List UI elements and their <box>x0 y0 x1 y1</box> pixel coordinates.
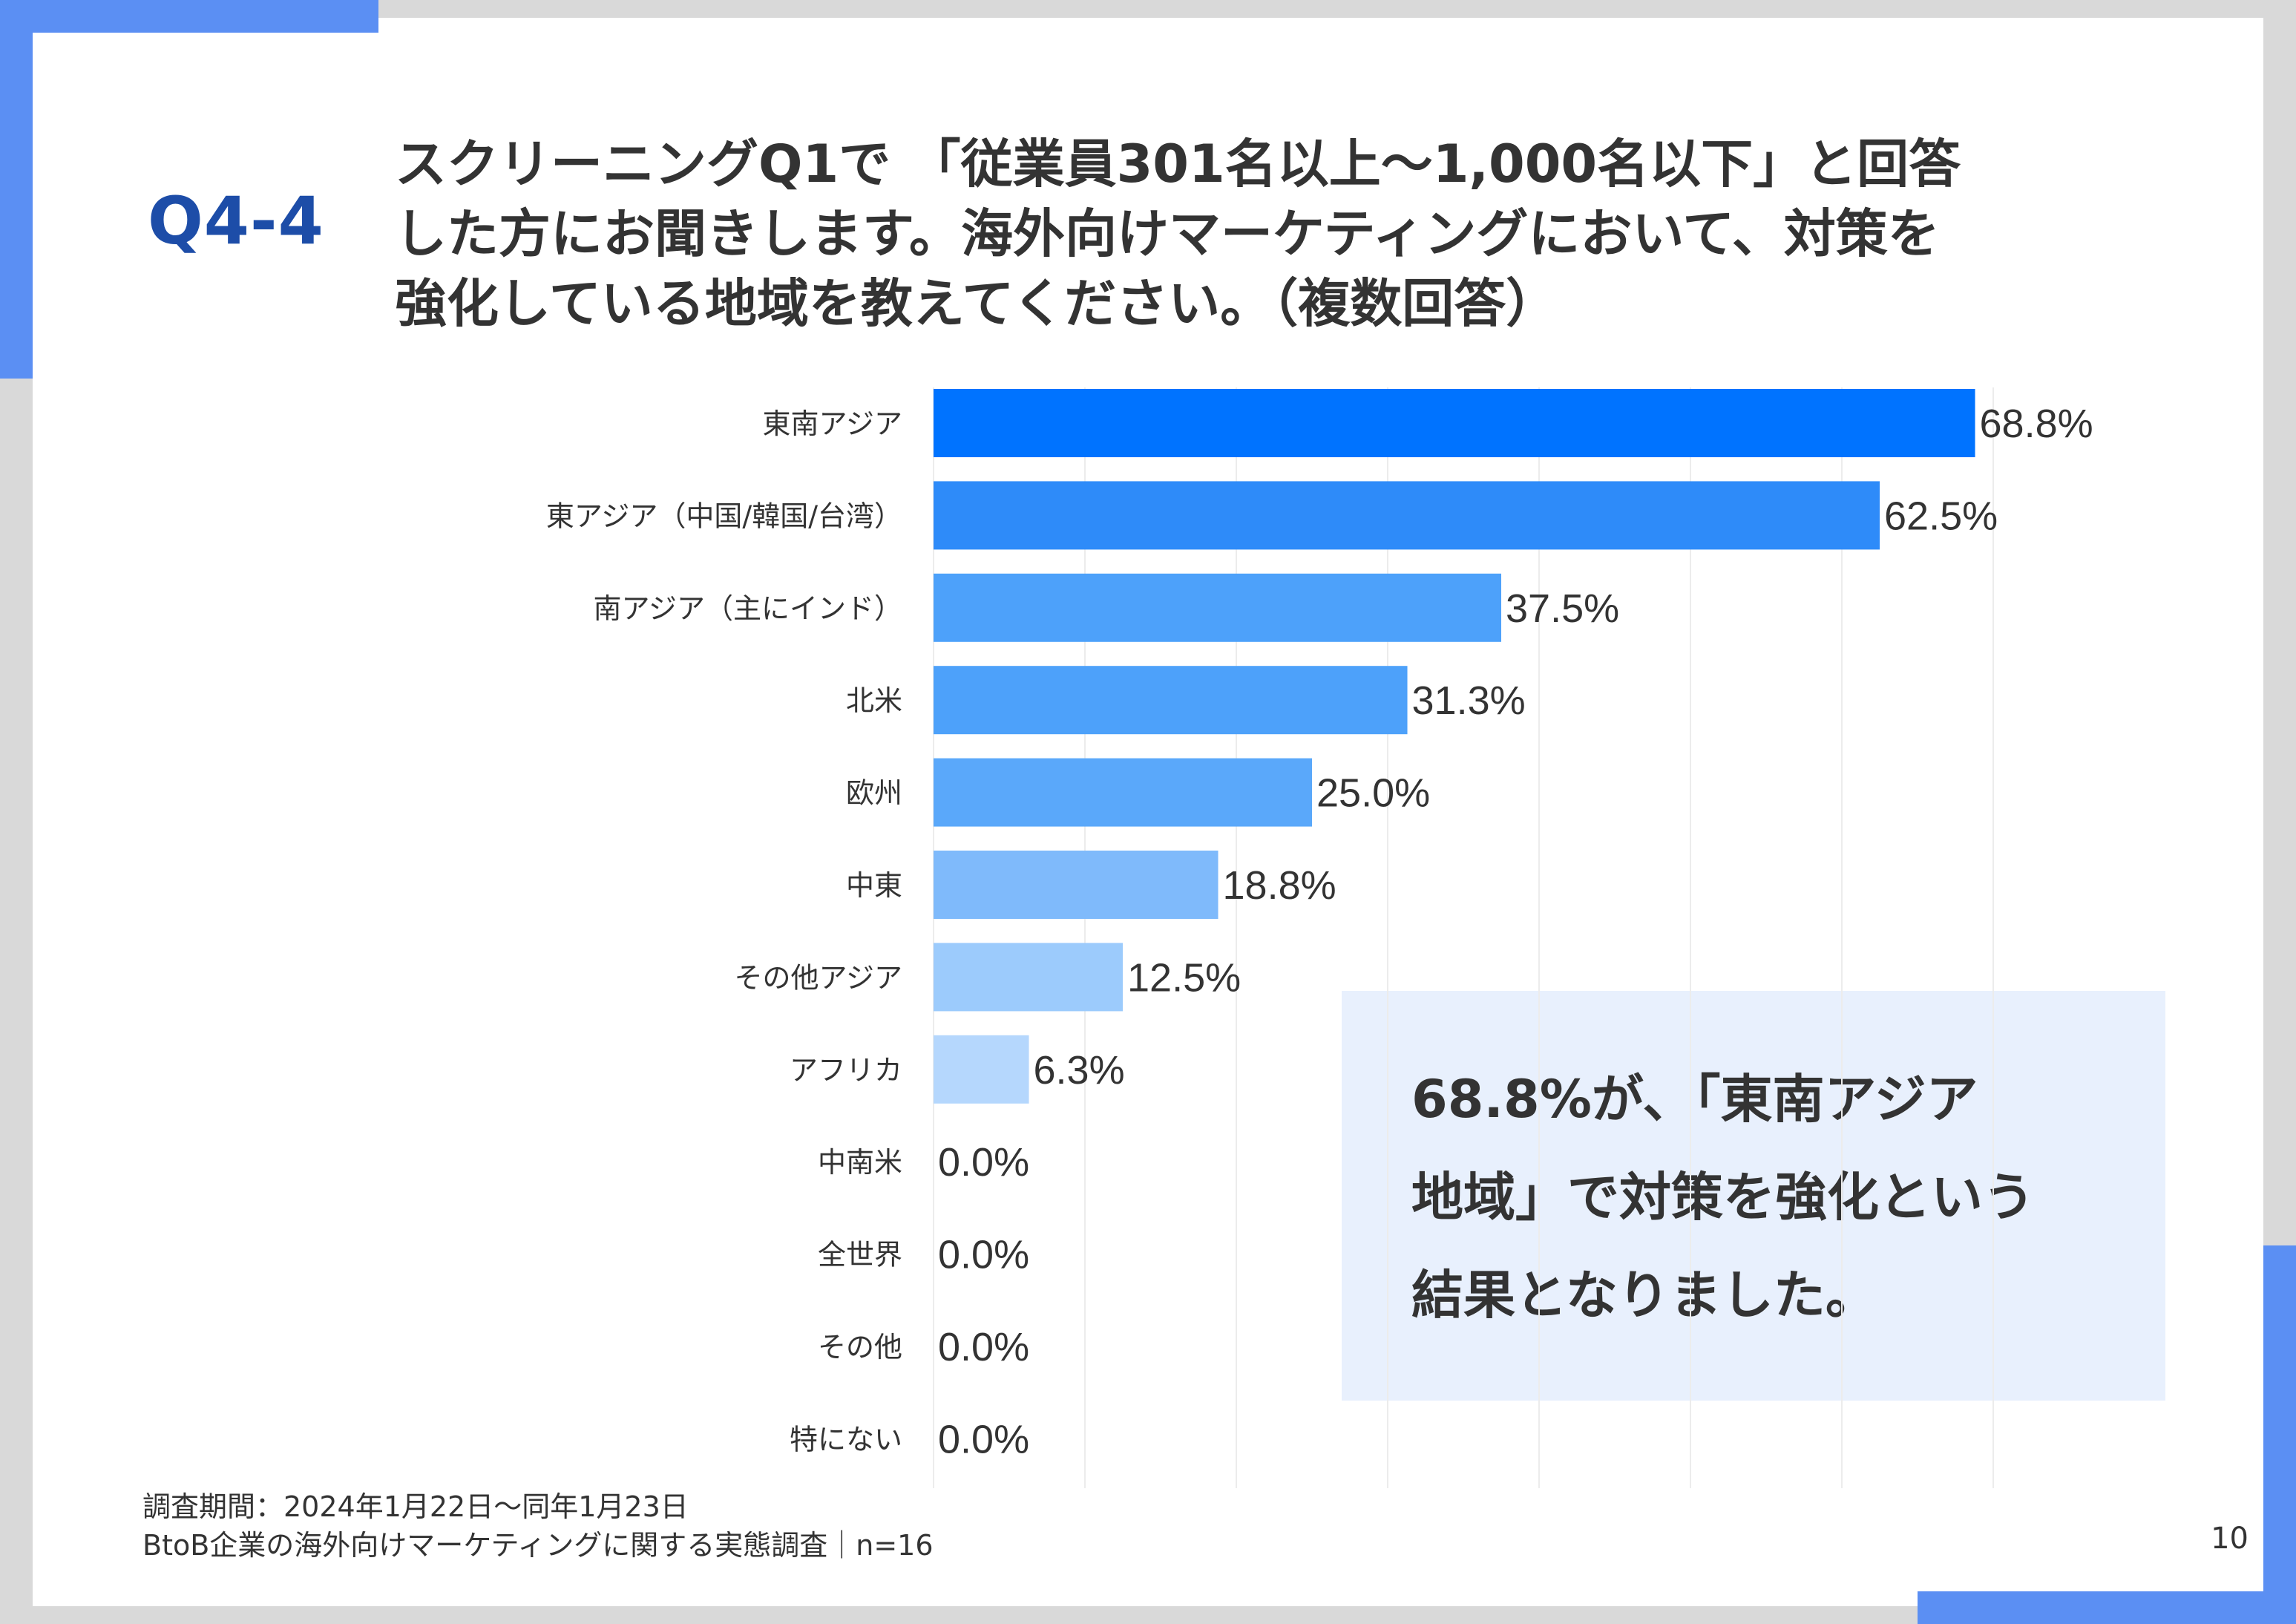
bar <box>934 758 1312 827</box>
corner-accent <box>0 0 378 33</box>
question-line: した方にお聞きします。海外向けマーケティングにおいて、対策を <box>395 203 1940 264</box>
value-label: 37.5% <box>1506 586 1619 631</box>
callout-line: 68.8%が、「東南アジア <box>1411 1069 1978 1130</box>
question-line: 強化している地域を教えてください。（複数回答） <box>395 273 1558 334</box>
question-number: Q4-4 <box>148 183 324 259</box>
bar <box>934 943 1123 1012</box>
corner-accent <box>2263 1245 2296 1624</box>
category-label: 東アジア（中国/韓国/台湾） <box>546 500 902 532</box>
category-label: 中南米 <box>818 1146 902 1179</box>
survey-name: BtoB企業の海外向けマーケティングに関する実態調査｜n=16 <box>142 1529 934 1562</box>
value-label: 68.8% <box>1980 402 2093 446</box>
category-label: その他アジア <box>735 961 902 994</box>
value-label: 12.5% <box>1127 955 1241 1000</box>
value-label: 18.8% <box>1223 863 1336 908</box>
survey-period: 調査期間：2024年1月22日～同年1月23日 <box>142 1490 689 1523</box>
corner-accent <box>1918 1591 2296 1624</box>
bar <box>934 851 1218 919</box>
bar <box>934 573 1501 642</box>
value-label: 0.0% <box>938 1417 1029 1461</box>
category-label: 北米 <box>846 684 902 717</box>
value-label: 0.0% <box>938 1140 1029 1185</box>
bar <box>934 481 1880 550</box>
value-label: 0.0% <box>938 1233 1029 1277</box>
value-label: 6.3% <box>1034 1048 1125 1093</box>
question-line: スクリーニングQ1で 「従業員301名以上～1,000名以下」と回答 <box>395 134 1961 194</box>
category-label: 中東 <box>846 869 902 902</box>
value-label: 62.5% <box>1884 494 1998 538</box>
bar <box>934 389 1975 457</box>
category-label: 南アジア（主にインド） <box>594 592 902 625</box>
callout-line: 地域」で対策を強化という <box>1411 1167 2035 1228</box>
category-label: 特にない <box>790 1423 902 1456</box>
corner-accent <box>0 0 33 379</box>
category-label: 東南アジア <box>763 407 902 440</box>
category-label: その他 <box>818 1331 902 1363</box>
value-label: 31.3% <box>1412 678 1526 723</box>
callout-line: 結果となりました。 <box>1411 1265 1877 1326</box>
slide: Q4-4 スクリーニングQ1で 「従業員301名以上～1,000名以下」と回答 … <box>33 18 2263 1606</box>
page-number: 10 <box>2211 1522 2249 1556</box>
category-label: 欧州 <box>846 777 902 810</box>
value-label: 25.0% <box>1316 771 1430 816</box>
footer-notes: 調査期間：2024年1月22日～同年1月23日 BtoB企業の海外向けマーケティ… <box>142 1487 934 1565</box>
callout-text: 68.8%が、「東南アジア 地域」で対策を強化という 結果となりました。 <box>1411 1050 2035 1344</box>
callout-box: 68.8%が、「東南アジア 地域」で対策を強化という 結果となりました。 <box>1342 991 2165 1401</box>
category-label: 全世界 <box>818 1239 902 1271</box>
value-label: 0.0% <box>938 1325 1029 1369</box>
bar <box>934 1035 1029 1104</box>
bar <box>934 666 1408 735</box>
category-label: アフリカ <box>790 1054 902 1087</box>
question-text: スクリーニングQ1で 「従業員301名以上～1,000名以下」と回答 した方にお… <box>395 129 2146 338</box>
